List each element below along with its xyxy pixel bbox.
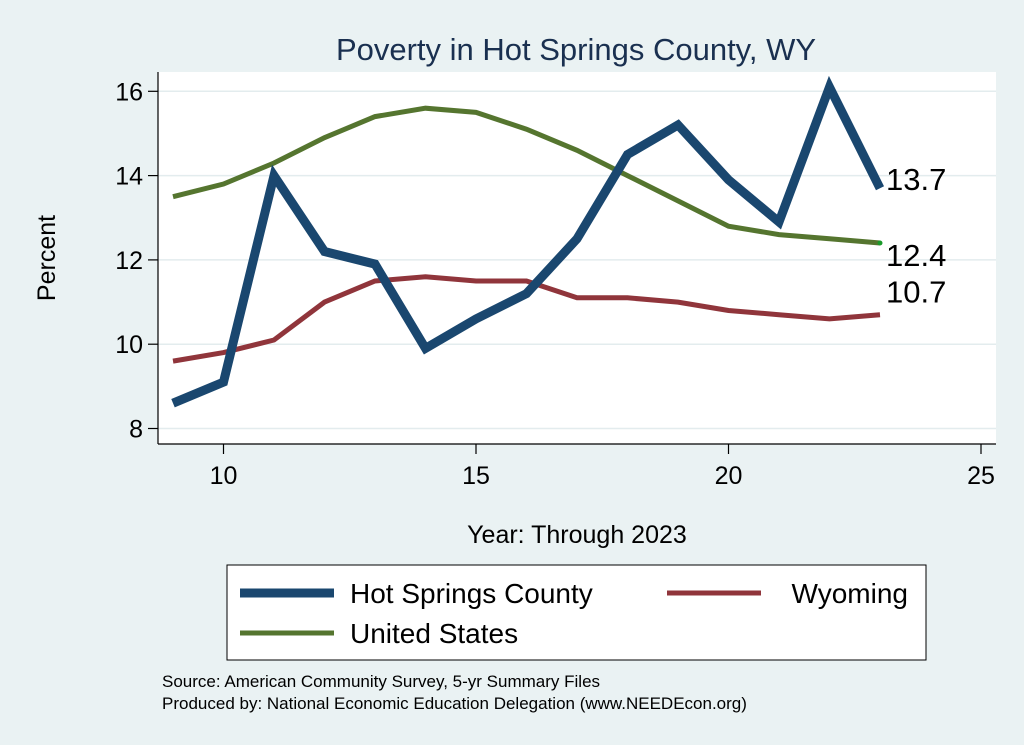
y-tick-label: 12 <box>115 247 143 275</box>
x-axis-title: Year: Through 2023 <box>467 521 687 549</box>
end-labels: 13.7 10.712.4 <box>886 162 946 309</box>
end-label-hot-springs-county: 13.7 <box>886 162 946 197</box>
produced-note: Produced by: National Economic Education… <box>162 694 747 713</box>
end-label-wyoming: 10.7 <box>886 275 946 310</box>
united-states-end-marker <box>877 240 883 246</box>
series-line-united-states <box>172 105 881 246</box>
series-line-wyoming <box>172 274 881 364</box>
plot-area <box>158 72 996 444</box>
legend-label-hot-springs: Hot Springs County <box>350 578 593 609</box>
legend-label-united-states: United States <box>350 618 518 649</box>
gridlines <box>158 90 996 430</box>
x-tick-label: 15 <box>462 462 490 490</box>
y-tick-label: 8 <box>129 416 143 444</box>
y-tick-label: 10 <box>115 331 143 359</box>
axes <box>157 72 996 445</box>
end-label-united-states: 12.4 <box>886 238 946 273</box>
series-line-hot-springs-county <box>171 75 885 408</box>
ticks: 8 10 12 14 16 10 15 20 25 <box>115 78 995 490</box>
y-tick-label: 14 <box>115 163 143 191</box>
legend-label-wyoming: Wyoming <box>792 578 908 609</box>
x-tick-label: 25 <box>967 462 995 490</box>
y-axis-title: Percent <box>33 215 61 301</box>
series-lines <box>171 75 885 408</box>
legend-box <box>226 564 927 661</box>
legend: Hot Springs County Wyoming United States <box>226 564 927 661</box>
x-tick-label: 20 <box>715 462 743 490</box>
x-tick-label: 10 <box>210 462 238 490</box>
chart-title: Poverty in Hot Springs County, WY <box>336 32 816 67</box>
source-note: Source: American Community Survey, 5-yr … <box>162 672 600 691</box>
y-tick-label: 16 <box>115 78 143 106</box>
